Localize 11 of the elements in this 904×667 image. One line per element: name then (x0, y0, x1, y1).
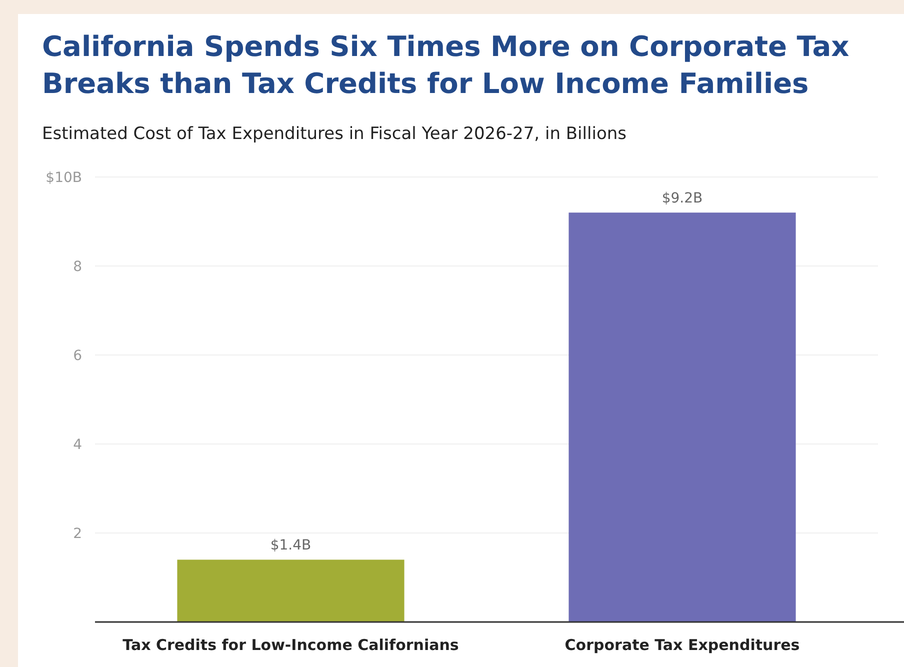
chart-subtitle: Estimated Cost of Tax Expenditures in Fiscal Year 2026-27, in Billions (42, 124, 627, 144)
y-tick-label: $10B (46, 170, 82, 186)
data-label: $1.4B (270, 538, 312, 554)
y-tick-label: 4 (73, 436, 82, 453)
y-tick-label: 6 (73, 348, 82, 364)
chart-title: California Spends Six Times More on Corporate Tax Breaks than Tax Credits for Low Income Families (42, 30, 850, 100)
y-tick-label: 2 (73, 526, 82, 542)
x-tick-label: Corporate Tax Expenditures (564, 636, 800, 654)
x-tick-label: Tax Credits for Low-Income Californians (122, 636, 459, 654)
data-label: $9.2B (662, 190, 703, 207)
y-tick-label: 8 (73, 258, 82, 275)
